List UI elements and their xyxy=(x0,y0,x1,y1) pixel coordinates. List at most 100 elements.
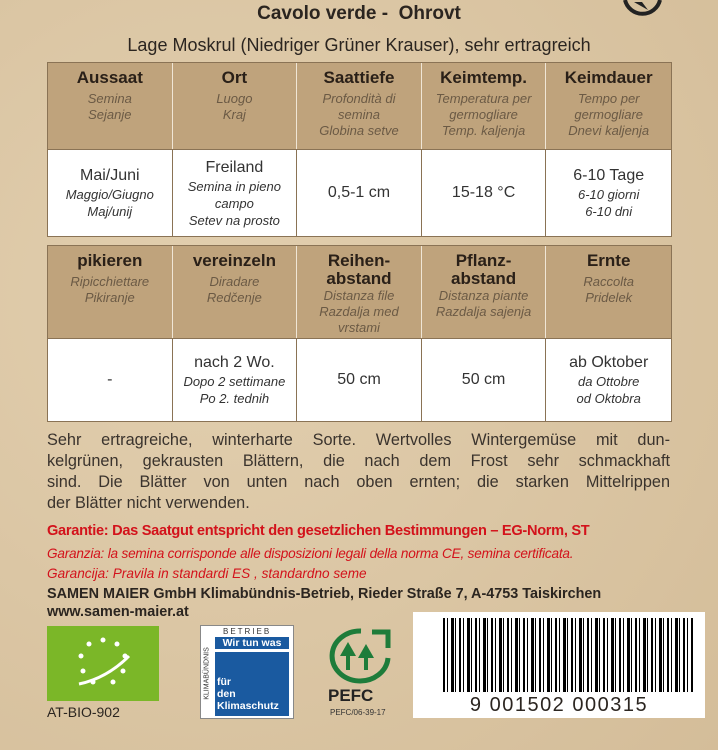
column-subtitles: Ripicchiettare Pikiranje xyxy=(48,274,172,306)
cell-text: 0,5-1 cm xyxy=(327,184,391,201)
klima-bottom: für den Klimaschutz xyxy=(217,676,279,712)
bio-code: AT-BIO-902 xyxy=(47,704,120,720)
klima-line: für xyxy=(217,676,231,688)
column-title: Reihen- xyxy=(327,251,391,270)
column-subtitles: Luogo Kraj xyxy=(173,91,297,123)
body-cell: 15-18 °C xyxy=(421,149,547,236)
column-subtitle: Distanza piante xyxy=(438,288,529,303)
address: SAMEN MAIER GmbH Klimabündnis-Betrieb, R… xyxy=(47,586,602,602)
description-line: der Blätter nicht verwenden. xyxy=(47,494,250,512)
description-line: sind. Die Blätter von unten nach oben er… xyxy=(47,473,670,491)
column-title: Keimtemp. xyxy=(440,68,528,87)
column-subtitles: Temperatura per germogliare Temp. kaljenj… xyxy=(422,91,546,139)
column-subtitle: Razdalja sajenja xyxy=(435,304,532,319)
header-cell: Ort Luogo Kraj xyxy=(172,63,298,149)
column-subtitle: Raccolta xyxy=(583,274,634,289)
column-subtitle: Temp. kaljenja xyxy=(441,123,526,138)
cell-text: Mai/Juni xyxy=(80,167,140,184)
column-subtitle: Distanza file xyxy=(323,288,395,303)
column-subtitles: Semina Sejanje xyxy=(48,91,172,123)
column-subtitles: Distanza file Razdalja med vrstami xyxy=(297,288,421,336)
description-line: kelgrünen, gekrausten Blättern, die nach… xyxy=(47,452,670,470)
table: Aussaat Semina Sejanje Ort Luogo Kraj Saattief… xyxy=(47,62,672,237)
klima-top: BETRIEB xyxy=(223,627,272,636)
column-subtitle: Profondità di semina xyxy=(322,91,396,122)
column-title: Pflanz- xyxy=(455,251,512,270)
body-cell: Mai/Juni Maggio/Giugno Maj/unij xyxy=(48,149,173,236)
body-cell: nach 2 Wo. Dopo 2 settimane Po 2. tednih xyxy=(172,338,298,421)
column-subtitle: Dnevi kaljenja xyxy=(568,123,650,138)
pefc-code: PEFC/06-39-17 xyxy=(330,708,386,717)
column-subtitles: Diradare Redčenje xyxy=(173,274,297,306)
column-subtitles: Profondità di semina Globina setve xyxy=(297,91,421,139)
column-subtitle: Semina xyxy=(87,91,132,106)
column-title: Keimdauer xyxy=(564,68,653,87)
column-subtitle: Sejanje xyxy=(88,107,132,122)
pefc-icon xyxy=(329,628,391,684)
website: www.samen-maier.at xyxy=(47,604,189,620)
header-cell: vereinzeln Diradare Redčenje xyxy=(172,246,298,338)
column-subtitle: Ripicchiettare xyxy=(70,274,150,289)
barcode-bg xyxy=(413,612,705,696)
column-title: Aussaat xyxy=(76,68,143,87)
description: Sehr ertragreiche, winterharte Sorte. We… xyxy=(47,430,670,514)
header-cell: Aussaat Semina Sejanje xyxy=(48,63,173,149)
cell-text: da Ottobre xyxy=(577,374,640,389)
guarantee: Garantie: Das Saatgut entspricht den ges… xyxy=(47,523,590,539)
column-subtitle: Kraj xyxy=(222,107,246,122)
pefc-label: PEFC xyxy=(328,686,374,705)
header-cell: pikieren Ripicchiettare Pikiranje xyxy=(48,246,173,338)
cell-text: od Oktobra xyxy=(576,391,641,406)
column-subtitle: Tempo per germogliare xyxy=(574,91,644,122)
eu-organic-logo xyxy=(47,626,159,701)
klima-line: Klimaschutz xyxy=(217,700,279,712)
cell-text: 6-10 Tage xyxy=(573,167,645,184)
column-title: abstand xyxy=(451,269,517,288)
cell-text: 50 cm xyxy=(337,371,381,388)
body-cell: - xyxy=(48,338,173,421)
column-subtitle: Razdalja med vrstami xyxy=(319,304,399,335)
body-cell: 6-10 Tage 6-10 giorni 6-10 dni xyxy=(546,149,671,236)
column-subtitles: Tempo per germogliare Dnevi kaljenja xyxy=(546,91,671,139)
cell-text: 6-10 dni xyxy=(585,204,633,219)
header-cell: Keimtemp. Temperatura per germogliare Temp… xyxy=(421,63,547,149)
column-subtitle: Redčenje xyxy=(206,290,262,305)
cell-text: nach 2 Wo. xyxy=(194,354,275,371)
klima-logo: BETRIEB KLIMABÜNDNIS Wir tun was für den K… xyxy=(200,625,294,719)
cell-text: - xyxy=(107,371,113,388)
corner-logo xyxy=(623,0,662,16)
column-subtitle: Luogo xyxy=(216,91,253,106)
body-cell: Freiland Semina in pieno campo Setev na pr… xyxy=(172,149,298,236)
column-subtitle: Globina setve xyxy=(319,123,399,138)
column-title: vereinzeln xyxy=(192,251,276,270)
header-cell: Ernte Raccolta Pridelek xyxy=(546,246,671,338)
barcode-bars xyxy=(443,618,693,692)
column-title: abstand xyxy=(326,269,392,288)
column-subtitle: Pikiranje xyxy=(84,290,135,305)
klima-line: den xyxy=(217,688,236,700)
column-title: Saattiefe xyxy=(323,68,395,87)
column-title: Ernte xyxy=(586,251,631,270)
klima-box xyxy=(215,652,289,716)
column-subtitle: Pridelek xyxy=(585,290,633,305)
column-subtitles: Raccolta Pridelek xyxy=(546,274,671,306)
body-cell: 50 cm xyxy=(297,338,422,421)
body-cell: ab Oktober da Ottobre od Oktobra xyxy=(546,338,671,421)
body-cell: 0,5-1 cm xyxy=(297,149,422,236)
header-cell: Pflanz-abstand Distanza piante Razdalja sa… xyxy=(421,246,547,338)
column-subtitles: Distanza piante Razdalja sajenja xyxy=(422,288,546,320)
header-cell: Reihen-abstand Distanza file Razdalja med … xyxy=(297,246,422,338)
column-subtitle: Diradare xyxy=(209,274,260,289)
barcode-number: 9 001502 000315 xyxy=(413,694,705,718)
header-cell: Keimdauer Tempo per germogliare Dnevi kalj… xyxy=(546,63,671,149)
column-subtitle: Temperatura per germogliare xyxy=(435,91,532,122)
cell-text: 15-18 °C xyxy=(451,184,516,201)
column-title: pikieren xyxy=(77,251,143,270)
header-cell: Saattiefe Profondità di semina Globina set… xyxy=(297,63,422,149)
body-cell: 50 cm xyxy=(421,338,547,421)
cell-text: Maj/unij xyxy=(87,204,133,219)
cell-text: Freiland xyxy=(205,158,264,176)
guarantee: Garancija: Pravila in standardi ES , sta… xyxy=(47,566,367,581)
cell-text: Maggio/Giugno xyxy=(65,187,154,202)
